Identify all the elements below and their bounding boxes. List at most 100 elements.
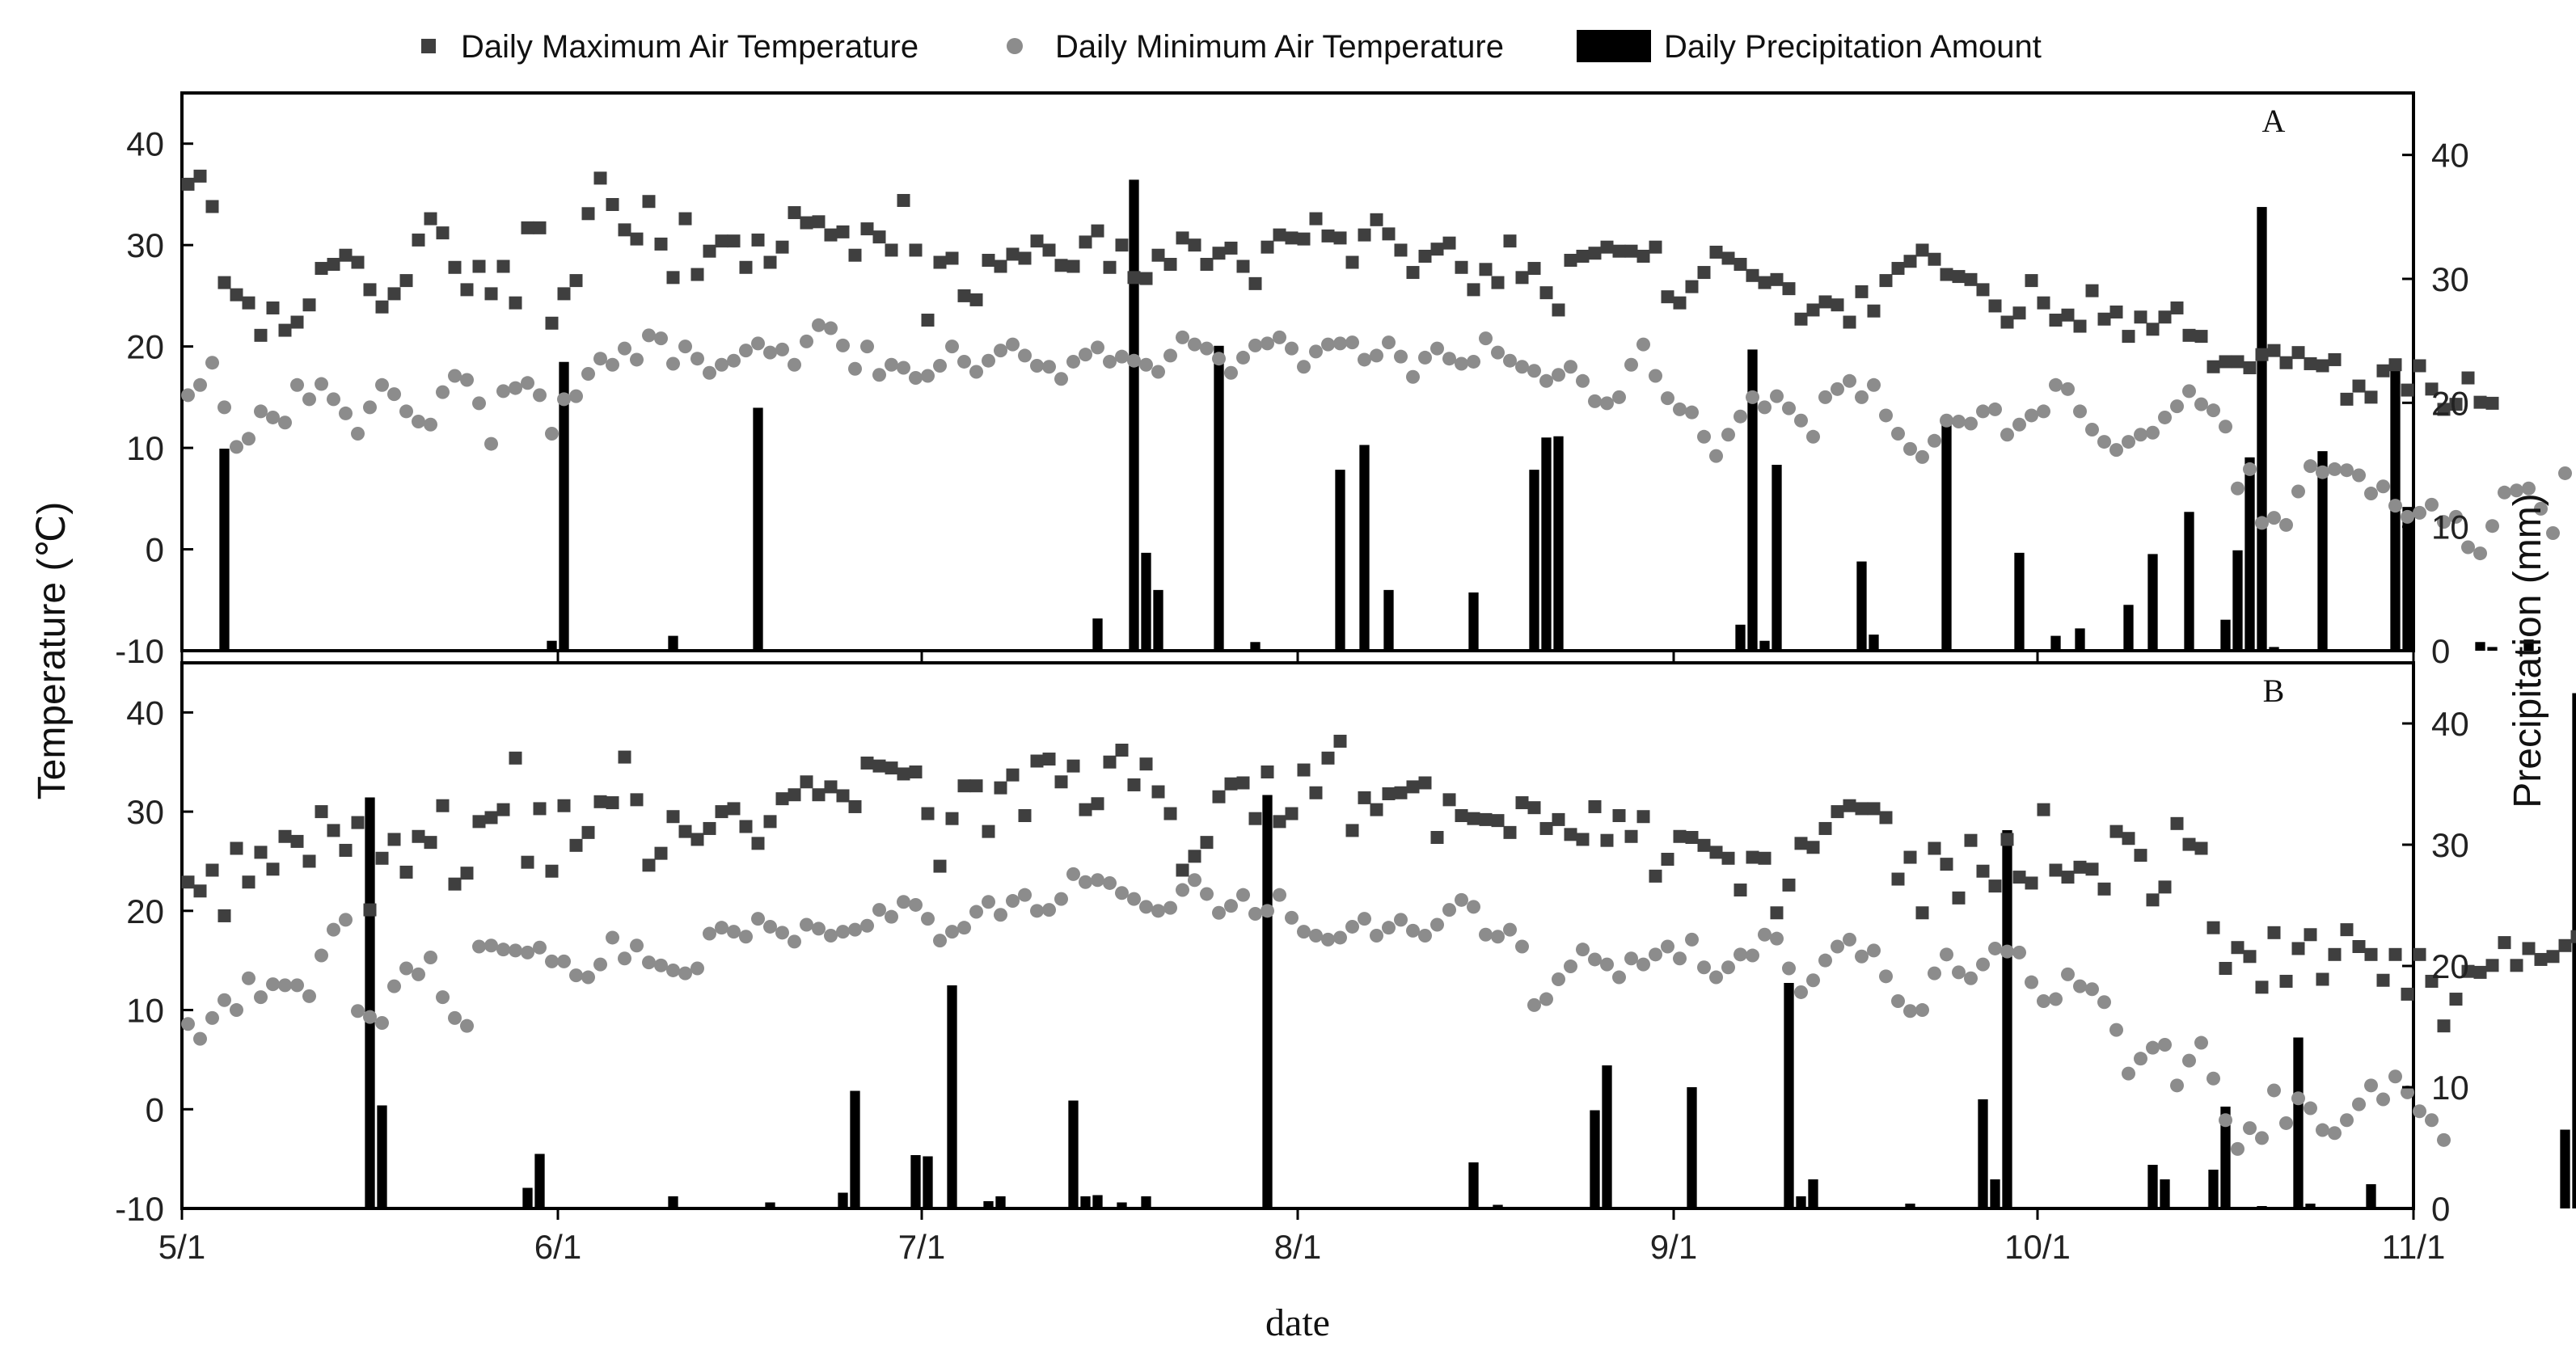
tmin-point <box>2340 1113 2354 1128</box>
tmax-point <box>654 846 668 860</box>
tmax-point <box>1600 240 1614 254</box>
tmin-point <box>557 954 571 968</box>
tmax-point <box>1782 878 1796 892</box>
tmax-point <box>327 824 340 837</box>
y-left-tick-label: 10 <box>126 992 164 1030</box>
tmin-point <box>2122 435 2135 449</box>
tmin-point <box>2012 945 2026 959</box>
tmax-point <box>351 816 365 829</box>
tmin-point <box>1903 1004 1917 1018</box>
tmax-point <box>533 221 547 234</box>
tmin-point <box>2291 484 2305 499</box>
tmax-point <box>1066 759 1080 773</box>
tmax-point <box>1673 829 1687 843</box>
tmin-point <box>836 925 850 939</box>
tmax-point <box>2364 947 2378 961</box>
tmax-point <box>1370 803 1383 816</box>
tmin-point <box>1515 939 1529 954</box>
tmax-point <box>1285 807 1299 820</box>
tmax-point <box>2316 359 2329 373</box>
tmin-point <box>1928 966 1941 981</box>
precip-bar <box>1129 1207 1139 1208</box>
precip-bar <box>1129 179 1139 652</box>
y-left-tick-label: 0 <box>146 1090 164 1128</box>
tmax-point <box>1721 851 1735 865</box>
tmin-point <box>1879 969 1893 984</box>
tmin-point <box>1212 905 1226 920</box>
tmin-point <box>1345 335 1359 350</box>
tmax-point <box>509 751 522 765</box>
tmax-point <box>1564 828 1577 841</box>
tmin-point <box>1079 348 1092 362</box>
tmax-point <box>2473 965 2487 979</box>
tmax-point <box>2461 371 2475 385</box>
y-left-tick-label: 10 <box>126 429 164 467</box>
precip-bar <box>547 640 557 651</box>
tmax-point <box>2376 973 2390 987</box>
tmax-point <box>399 865 413 879</box>
precip-bar <box>947 985 957 1208</box>
tmax-point <box>2194 330 2208 344</box>
tmax-point <box>593 795 607 808</box>
tmin-point <box>521 945 534 959</box>
tmin-point <box>436 385 450 399</box>
tmin-point <box>363 1010 377 1024</box>
tmin-point <box>1515 360 1529 374</box>
tmin-point <box>1467 900 1480 914</box>
precip-bar <box>1007 1207 1018 1208</box>
tmin-point <box>327 922 340 937</box>
tmin-point <box>2328 462 2342 476</box>
tmax-point <box>1940 268 1953 281</box>
tmax-point <box>1188 238 1201 252</box>
tmax-point <box>205 200 219 213</box>
tmax-point <box>242 875 255 889</box>
precip-bar <box>1747 349 1758 651</box>
tmin-point <box>715 921 728 935</box>
tmin-point <box>945 925 959 939</box>
tmax-point <box>1467 812 1480 825</box>
tmin-point <box>2073 979 2087 993</box>
x-tick-label: 6/1 <box>534 1228 581 1266</box>
tmax-point <box>2109 305 2123 318</box>
tmax-point <box>824 228 838 242</box>
tmin-point <box>727 353 741 368</box>
tmin-point <box>460 373 474 387</box>
precip-bar <box>2123 605 2134 651</box>
tmin-point <box>763 345 777 360</box>
tmax-point <box>2340 923 2354 937</box>
tmin-point <box>533 388 547 403</box>
tmin-point <box>302 989 316 1003</box>
precip-bar <box>668 635 678 651</box>
tmax-point <box>1273 228 1286 242</box>
tmax-point <box>1552 812 1565 826</box>
y-right-tick-label: 10 <box>2431 508 2469 546</box>
tmax-point <box>2328 947 2342 961</box>
tmax-point <box>1455 260 1468 274</box>
tmax-point <box>266 862 280 876</box>
tmax-point <box>654 237 668 251</box>
tmin-point <box>1636 957 1650 972</box>
tmax-point <box>581 207 595 221</box>
tmin-point <box>909 371 923 386</box>
precip-bar <box>753 407 763 651</box>
tmax-point <box>1345 824 1359 837</box>
tmin-point <box>1248 907 1262 921</box>
tmin-point <box>1273 330 1286 344</box>
tmax-point <box>727 802 741 816</box>
precip-bar <box>2317 451 2328 651</box>
tmax-point <box>278 829 292 843</box>
tmin-point <box>375 377 389 392</box>
tmax-point <box>1297 763 1311 777</box>
precip-bar <box>2147 554 2158 651</box>
precip-bar <box>801 1207 812 1208</box>
tmax-point <box>642 858 656 872</box>
tmin-point <box>2073 404 2087 419</box>
tmax-point <box>824 780 838 794</box>
tmax-point <box>630 793 644 807</box>
tmax-point <box>800 775 813 789</box>
tmin-point <box>1455 356 1468 371</box>
tmin-point <box>1042 903 1056 917</box>
tmax-point <box>2388 947 2402 961</box>
tmin-point <box>690 352 704 366</box>
tmin-point <box>982 895 995 909</box>
